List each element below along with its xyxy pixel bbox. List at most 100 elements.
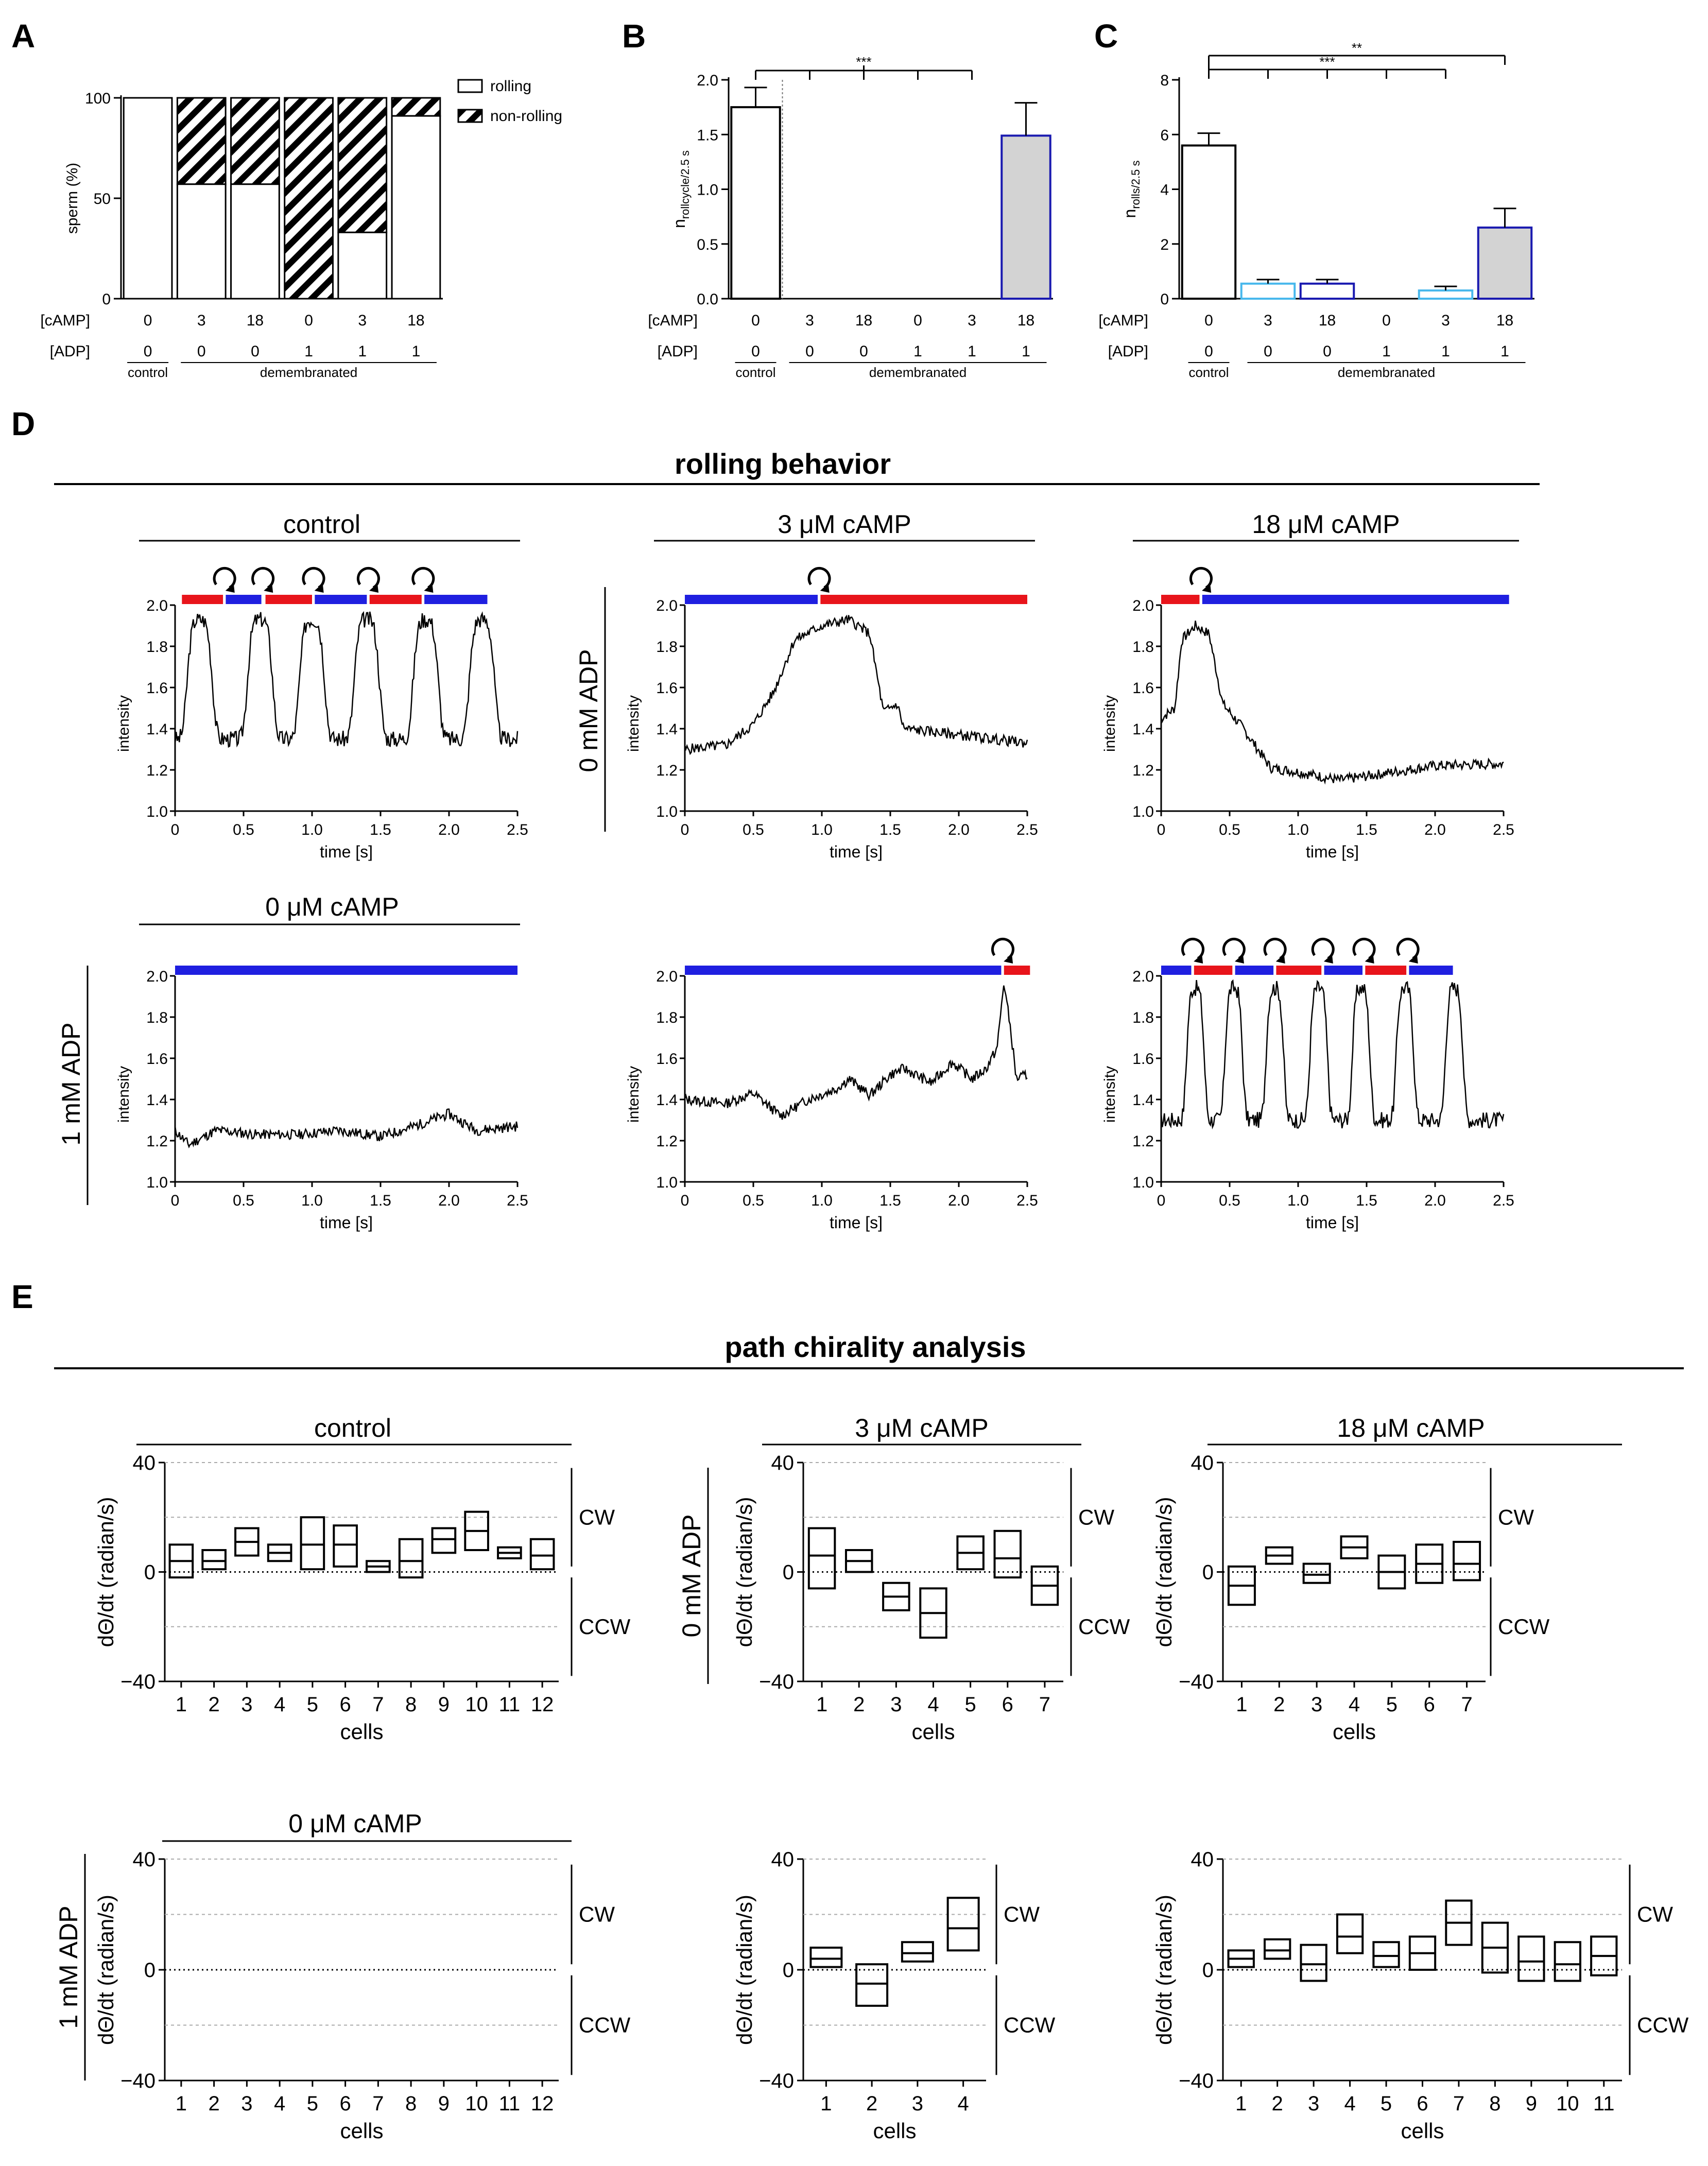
d-y-tick-label: 1.8 (146, 1009, 168, 1026)
bar (1181, 144, 1237, 300)
roll-segment-blue (1324, 966, 1363, 975)
rotation-arrow-head (225, 583, 235, 593)
panel-a-y-tick-label: 100 (85, 90, 111, 107)
e-cell-label: 6 (1424, 1693, 1435, 1716)
adp-value-label: 0 (144, 343, 152, 360)
legend-swatch-rolling (457, 79, 483, 93)
e-cell-label: 9 (1526, 2092, 1537, 2115)
panel-b-y-label: nrollcycle/2.5 s (670, 150, 692, 228)
e-cell-label: 7 (1039, 1693, 1050, 1716)
d-y-tick-label: 1.0 (656, 803, 678, 820)
e-cell-label: 4 (274, 1693, 285, 1716)
adp-value-label: 1 (1022, 343, 1030, 360)
e-y-label: dΘ/dt (radian/s) (1152, 1497, 1176, 1647)
d-y-tick-label: 1.8 (656, 1009, 678, 1026)
adp-value-label: 0 (251, 343, 260, 360)
e-cell-label: 1 (816, 1693, 827, 1716)
e-cell-label: 2 (853, 1693, 865, 1716)
d-x-tick-label: 0 (171, 1192, 180, 1209)
roll-segment-red (265, 595, 312, 604)
rotation-arrow-head (1323, 954, 1333, 964)
d-y-tick-label: 1.0 (1132, 1174, 1154, 1191)
d-y-label: intensity (1101, 1066, 1118, 1123)
ccw-label: CCW (1637, 2013, 1689, 2037)
e-y-tick-label: −40 (1179, 2070, 1214, 2092)
e-cell-label: 3 (241, 1693, 252, 1716)
d-x-tick-label: 0.5 (1219, 1192, 1240, 1209)
camp-value-label: 18 (1017, 312, 1034, 329)
e-box (901, 1941, 934, 1963)
panel-b-y-tick-label: 1.5 (697, 127, 718, 144)
rotation-arrow (213, 567, 236, 589)
e-box (300, 1516, 325, 1571)
roll-segment-blue (685, 966, 1002, 975)
bar-rolling (337, 231, 388, 300)
intensity-trace (684, 614, 1028, 755)
d-y-tick-label: 1.2 (146, 762, 168, 779)
rotation-arrow-head (424, 583, 434, 593)
panel-b-camp-label: [cAMP] (648, 312, 698, 329)
e-cell-label: 6 (340, 1693, 351, 1716)
e-box (809, 1947, 843, 1968)
adp-value-label: 0 (751, 343, 760, 360)
bar-non-rolling (337, 97, 388, 233)
e-y-label: dΘ/dt (radian/s) (732, 1895, 756, 2045)
bar-non-rolling (284, 97, 334, 300)
control-label: control (735, 365, 775, 380)
panel-c-significance-2: ** (1352, 40, 1362, 56)
bar-rolling (176, 183, 227, 300)
roll-segment-red (1276, 966, 1322, 975)
d-x-label: time [s] (830, 843, 883, 861)
d-y-tick-label: 1.2 (1132, 762, 1154, 779)
d-row-label-adp1: 1 mM ADP (57, 1023, 85, 1146)
e-box (333, 1524, 358, 1568)
e-cell-label: 11 (1593, 2092, 1615, 2115)
d-y-tick-label: 1.2 (146, 1133, 168, 1150)
e-cell-label: 11 (499, 2092, 521, 2115)
adp-value-label: 0 (1204, 343, 1213, 360)
d-x-tick-label: 2.0 (1424, 821, 1446, 838)
d-y-tick-label: 2.0 (146, 597, 168, 614)
e-cell-label: 7 (1453, 2092, 1464, 2115)
e-y-label: dΘ/dt (radian/s) (1152, 1895, 1176, 2045)
adp-value-label: 1 (1500, 343, 1509, 360)
d-col-title-camp0: 0 μM cAMP (265, 892, 399, 921)
d-y-tick-label: 1.8 (1132, 1009, 1154, 1026)
panel-letter-a: A (11, 18, 35, 55)
e-y-label: dΘ/dt (radian/s) (94, 1895, 118, 2045)
bar (1240, 282, 1296, 300)
d-y-tick-label: 1.2 (656, 1133, 678, 1150)
e-cell-label: 2 (1273, 1693, 1285, 1716)
e-box (201, 1549, 227, 1571)
bar-non-rolling (230, 97, 280, 185)
cw-label: CW (1078, 1505, 1114, 1529)
rotation-arrow (1311, 938, 1335, 960)
e-cell-label: 5 (1386, 1693, 1398, 1716)
e-x-label: cells (340, 1720, 383, 1744)
camp-value-label: 18 (247, 312, 264, 329)
d-y-tick-label: 1.4 (656, 1092, 678, 1109)
e-cell-label: 6 (1417, 2092, 1428, 2115)
demembranated-label: demembranated (1338, 365, 1435, 380)
e-y-tick-label: 40 (771, 1452, 795, 1474)
e-y-label: dΘ/dt (radian/s) (94, 1497, 118, 1647)
bar (1477, 226, 1533, 300)
adp-value-label: 0 (1264, 343, 1272, 360)
panel-a-y-tick-label: 0 (102, 291, 111, 308)
intensity-trace (1160, 621, 1504, 785)
e-y-tick-label: 40 (133, 1848, 156, 1871)
panel-b-significance: *** (856, 54, 871, 70)
e-col-title-control: control (314, 1414, 391, 1442)
adp-value-label: 0 (805, 343, 814, 360)
rotation-arrow-head (1365, 954, 1374, 964)
e-x-label: cells (911, 1720, 955, 1744)
panel-a-y-tick-label: 50 (94, 191, 111, 208)
rotation-arrow (1396, 938, 1420, 960)
panel-c-y-tick-label: 0 (1160, 291, 1169, 308)
rotation-arrow (1263, 938, 1287, 960)
panel-c-y-tick-label: 6 (1160, 127, 1169, 144)
e-y-tick-label: 40 (771, 1848, 795, 1871)
d-x-tick-label: 1.0 (301, 821, 323, 838)
roll-segment-red (1194, 966, 1233, 975)
